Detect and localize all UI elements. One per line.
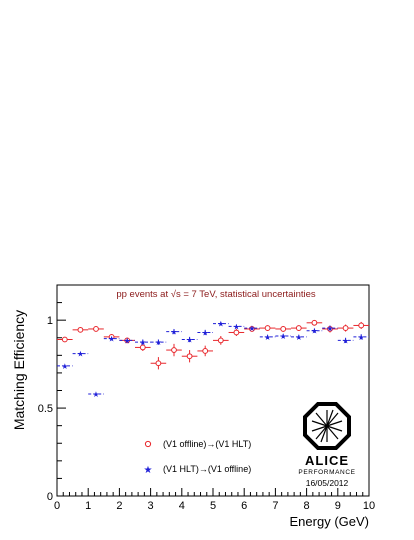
data-point [217, 337, 224, 344]
data-point [295, 325, 302, 331]
legend-label-hlt-offline: (V1 HLT)→(V1 offline) [163, 464, 251, 474]
data-point [358, 322, 365, 329]
data-point: ★ [311, 327, 318, 336]
data-point [77, 326, 84, 333]
y-tick-label: 0 [47, 491, 53, 503]
x-tick-label: 7 [272, 500, 278, 512]
data-point [233, 329, 240, 336]
data-point [280, 326, 287, 332]
data-point [139, 344, 146, 351]
y-tick-label: 1 [47, 315, 53, 327]
alice-logo-subtitle: PERFORMANCE [298, 469, 355, 476]
data-point [61, 336, 68, 343]
data-point: ★ [358, 333, 365, 342]
y-axis-label: Matching Efficiency [11, 310, 27, 430]
data-point [202, 348, 209, 354]
series-layer: ★ ★ ★ ★ ★ ★ ★ ★ ★ ★ ★ ★ ★ ★ ★ ★ ★ ★ ★ ★ [57, 320, 369, 399]
data-point [342, 325, 349, 331]
alice-logo: ALICE PERFORMANCE 16/05/2012 [298, 402, 355, 488]
y-tick-label: 0.5 [38, 403, 53, 415]
series-0 [57, 319, 369, 370]
x-tick-label: 0 [54, 500, 60, 512]
alice-logo-date: 16/05/2012 [306, 478, 349, 488]
x-tick-label: 2 [116, 500, 122, 512]
data-point: ★ [233, 322, 240, 331]
data-point: ★ [342, 336, 349, 345]
x-tick-label: 9 [335, 500, 341, 512]
data-point [311, 319, 318, 326]
series-1: ★ ★ ★ ★ ★ ★ ★ ★ ★ ★ ★ ★ ★ ★ ★ ★ ★ ★ ★ ★ [57, 320, 369, 399]
data-point: ★ [326, 324, 333, 333]
data-point [93, 326, 99, 332]
data-point: ★ [202, 328, 209, 337]
data-point: ★ [92, 390, 99, 399]
x-tick-label: 8 [304, 500, 310, 512]
axes-layer: 0 1 2 3 4 5 6 7 8 9 10 0 0.5 1 [38, 284, 375, 512]
data-point: ★ [155, 338, 162, 347]
data-point [186, 353, 193, 360]
data-point: ★ [61, 362, 68, 371]
data-point: ★ [186, 336, 193, 345]
alice-detector-icon [311, 409, 343, 443]
data-point [264, 325, 271, 331]
data-point: ★ [139, 338, 146, 347]
data-point: ★ [77, 350, 84, 359]
data-point: ★ [264, 333, 271, 342]
data-point: ★ [124, 336, 131, 345]
alice-logo-name: ALICE [305, 453, 349, 468]
x-tick-label: 1 [85, 500, 91, 512]
x-tick-label: 5 [210, 500, 216, 512]
data-point [171, 347, 177, 353]
data-point: ★ [217, 320, 224, 329]
legend-marker-hlt-offline: ★ [144, 465, 153, 476]
chart-title: pp events at √s = 7 TeV, statistical unc… [116, 289, 316, 300]
legend: (V1 offline)→(V1 HLT) ★ (V1 HLT)→(V1 off… [144, 439, 252, 476]
x-tick-label: 6 [241, 500, 247, 512]
data-point: ★ [295, 333, 302, 342]
data-point: ★ [248, 324, 255, 333]
data-point: ★ [108, 335, 115, 344]
x-tick-label: 4 [179, 500, 185, 512]
x-axis-label: Energy (GeV) [290, 514, 369, 529]
legend-marker-offline-hlt [144, 440, 152, 448]
legend-label-offline-hlt: (V1 offline)→(V1 HLT) [163, 439, 251, 449]
data-point [155, 360, 162, 367]
x-tick-label: 3 [148, 500, 154, 512]
data-point: ★ [170, 328, 177, 337]
x-tick-label: 10 [363, 500, 375, 512]
data-point: ★ [280, 332, 287, 341]
